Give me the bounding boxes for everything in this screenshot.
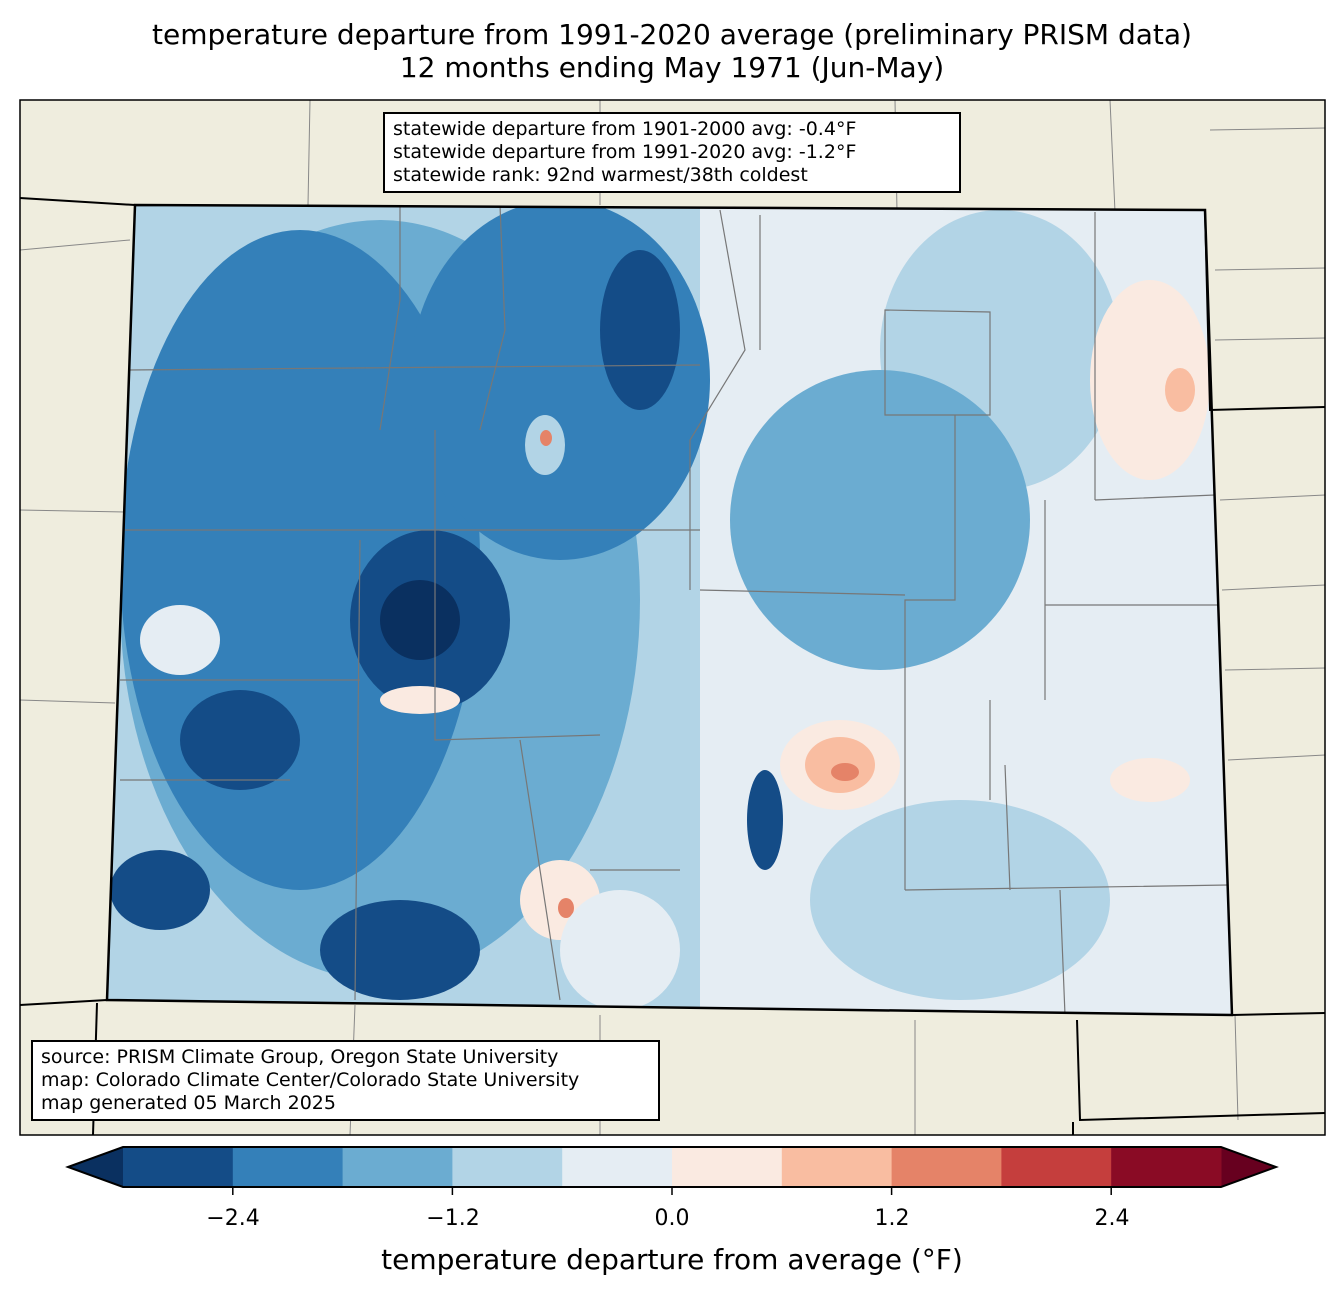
- colorbar-segment: [562, 1147, 673, 1187]
- colorbar-segment: [123, 1147, 234, 1187]
- county-lines: [120, 205, 1231, 1015]
- colorbar-segment: [232, 1147, 344, 1187]
- stat-rank: statewide rank: 92nd warmest/38th coldes…: [393, 164, 808, 186]
- colorbar-tick-label: −1.2: [426, 1206, 480, 1231]
- colorbar-under-extension: [68, 1147, 123, 1187]
- colorbar-segment: [452, 1147, 563, 1187]
- colorbar-over-extension: [1221, 1147, 1276, 1187]
- source-box: source: PRISM Climate Group, Oregon Stat…: [31, 1040, 660, 1121]
- colorbar-segment: [781, 1147, 893, 1187]
- map-subtitle: 12 months ending May 1971 (Jun-May): [399, 51, 945, 84]
- map-frame: [19, 99, 1326, 1136]
- map-title: temperature departure from 1991-2020 ave…: [152, 18, 1192, 51]
- colorbar-tick-label: 0.0: [654, 1206, 690, 1231]
- colorbar-segment: [672, 1147, 783, 1187]
- colorbar-label: temperature departure from average (°F): [381, 1243, 963, 1276]
- temperature-field: [107, 205, 1232, 1015]
- colorbar-segment: [1001, 1147, 1112, 1187]
- map-credit-line: map: Colorado Climate Center/Colorado St…: [41, 1069, 580, 1091]
- colorbar-segment: [891, 1147, 1002, 1187]
- colorbar-segment: [342, 1147, 453, 1187]
- colorbar-segment: [1111, 1147, 1222, 1187]
- colorbar-tick-label: −2.4: [206, 1206, 260, 1231]
- generated-line: map generated 05 March 2025: [41, 1092, 336, 1114]
- source-line: source: PRISM Climate Group, Oregon Stat…: [41, 1046, 559, 1068]
- colorbar-outline: [65, 1146, 1279, 1188]
- stat-1901-2000: statewide departure from 1901-2000 avg: …: [393, 118, 857, 140]
- colorbar: [65, 1146, 1279, 1195]
- statewide-stats-box: statewide departure from 1901-2000 avg: …: [383, 112, 961, 193]
- stat-1991-2020: statewide departure from 1991-2020 avg: …: [393, 141, 857, 163]
- colorbar-tick-label: 2.4: [1094, 1206, 1130, 1231]
- colorbar-tick-label: 1.2: [874, 1206, 910, 1231]
